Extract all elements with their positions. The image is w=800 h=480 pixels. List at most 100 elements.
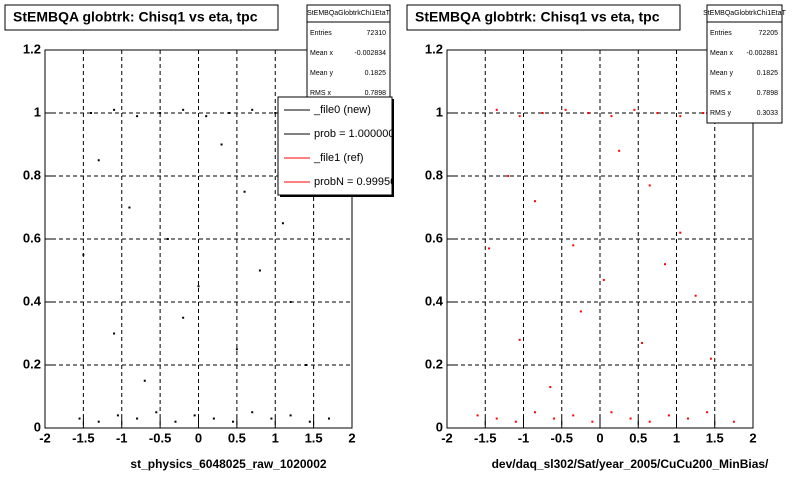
point [679, 115, 682, 118]
stats-value: 72205 [759, 30, 779, 37]
point [732, 420, 735, 423]
point [686, 417, 689, 420]
stats-label: Mean x [710, 50, 733, 57]
x-tick-label: 1.5 [305, 430, 323, 445]
point [155, 411, 158, 414]
y-tick-label: 0.6 [23, 230, 41, 245]
point [694, 294, 697, 297]
stats-label: Mean x [310, 50, 333, 57]
legend: _file0 (new) prob = 1.000000 _file1 (ref) p… [284, 104, 394, 188]
x-axis-label: dev/daq_sl302/Sat/year_2005/CuCu200_MinB… [492, 457, 769, 471]
x-tick-label: 0.5 [228, 430, 246, 445]
point [507, 175, 510, 177]
point [289, 414, 292, 417]
x-tick-label: -1.5 [72, 430, 94, 445]
stats-value: 72310 [367, 30, 387, 37]
point [564, 108, 567, 111]
point [182, 316, 185, 319]
x-tick-label: 0.5 [629, 430, 647, 445]
point [656, 112, 659, 114]
x-tick-label: -2 [441, 430, 453, 445]
point [289, 301, 292, 303]
title-box [4, 4, 279, 31]
point [702, 112, 705, 114]
point [618, 149, 621, 152]
stats-name: StEMBQaGlobtrkChi1EtaT [307, 10, 391, 17]
point [166, 238, 169, 240]
point [235, 348, 238, 351]
x-tick-label: 2 [749, 430, 756, 445]
point [212, 417, 215, 420]
point [82, 253, 85, 256]
point [251, 108, 254, 111]
point [205, 115, 208, 118]
x-tick-label: -1 [518, 430, 530, 445]
y-tick-label: 0.8 [425, 167, 443, 182]
point [533, 200, 536, 203]
point [679, 231, 682, 234]
point [304, 364, 307, 366]
point [97, 159, 100, 162]
stats-value: 0.3033 [757, 110, 779, 117]
x-tick-label: -1.5 [474, 430, 496, 445]
point [541, 112, 544, 114]
point [591, 420, 594, 423]
stats-value: -0.002834 [354, 50, 386, 57]
point [228, 112, 231, 114]
stats-label: Mean y [710, 70, 733, 77]
y-tick-label: 1 [34, 104, 41, 119]
stats-label: Entries [310, 30, 332, 37]
y-tick-label: 1 [436, 104, 443, 119]
point [629, 417, 632, 420]
point [587, 112, 590, 114]
point [174, 420, 177, 423]
point [128, 206, 131, 209]
point [572, 414, 575, 417]
point [549, 386, 552, 389]
y-tick-label: 1.2 [23, 41, 41, 56]
point [97, 420, 100, 423]
point [270, 417, 273, 420]
point [90, 112, 93, 114]
point [136, 417, 139, 420]
point [193, 414, 196, 417]
stats-value: 0.7898 [757, 90, 779, 97]
x-tick-label: 1 [272, 430, 279, 445]
frame-border [446, 49, 754, 429]
stats-value: 0.1825 [757, 70, 779, 77]
x-tick-label: 0 [596, 430, 603, 445]
point [495, 417, 498, 420]
x-tick-label: -1 [116, 430, 128, 445]
point [514, 420, 517, 423]
stats-label: RMS x [710, 90, 732, 97]
point [274, 112, 277, 114]
point [648, 184, 651, 187]
y-tick-label: 0.6 [425, 230, 443, 245]
legend-label: _file1 (ref) [313, 152, 364, 164]
point [610, 115, 613, 118]
x-tick-label: -0.5 [149, 430, 171, 445]
x-tick-label: 1.5 [706, 430, 724, 445]
point [281, 222, 284, 225]
y-tick-label: 0.8 [23, 167, 41, 182]
point [602, 278, 605, 281]
point [641, 341, 644, 344]
x-axis-label: st_physics_6048025_raw_1020002 [130, 457, 326, 471]
point [197, 285, 200, 288]
legend-label: prob = 1.000000 [314, 128, 394, 140]
point [648, 420, 651, 423]
point [113, 108, 116, 111]
point [220, 143, 223, 146]
stats-box [306, 4, 391, 104]
stats-name: StEMBQaGlobtrkChi1EtaT [703, 10, 787, 17]
y-tick-label: 0 [34, 419, 41, 434]
point [518, 115, 521, 118]
stats-label: Entries [710, 30, 732, 37]
point [664, 263, 667, 266]
point [143, 379, 146, 382]
stats-label: Mean y [310, 70, 333, 77]
point [518, 338, 521, 341]
point [572, 244, 575, 247]
frame-border [44, 49, 353, 429]
